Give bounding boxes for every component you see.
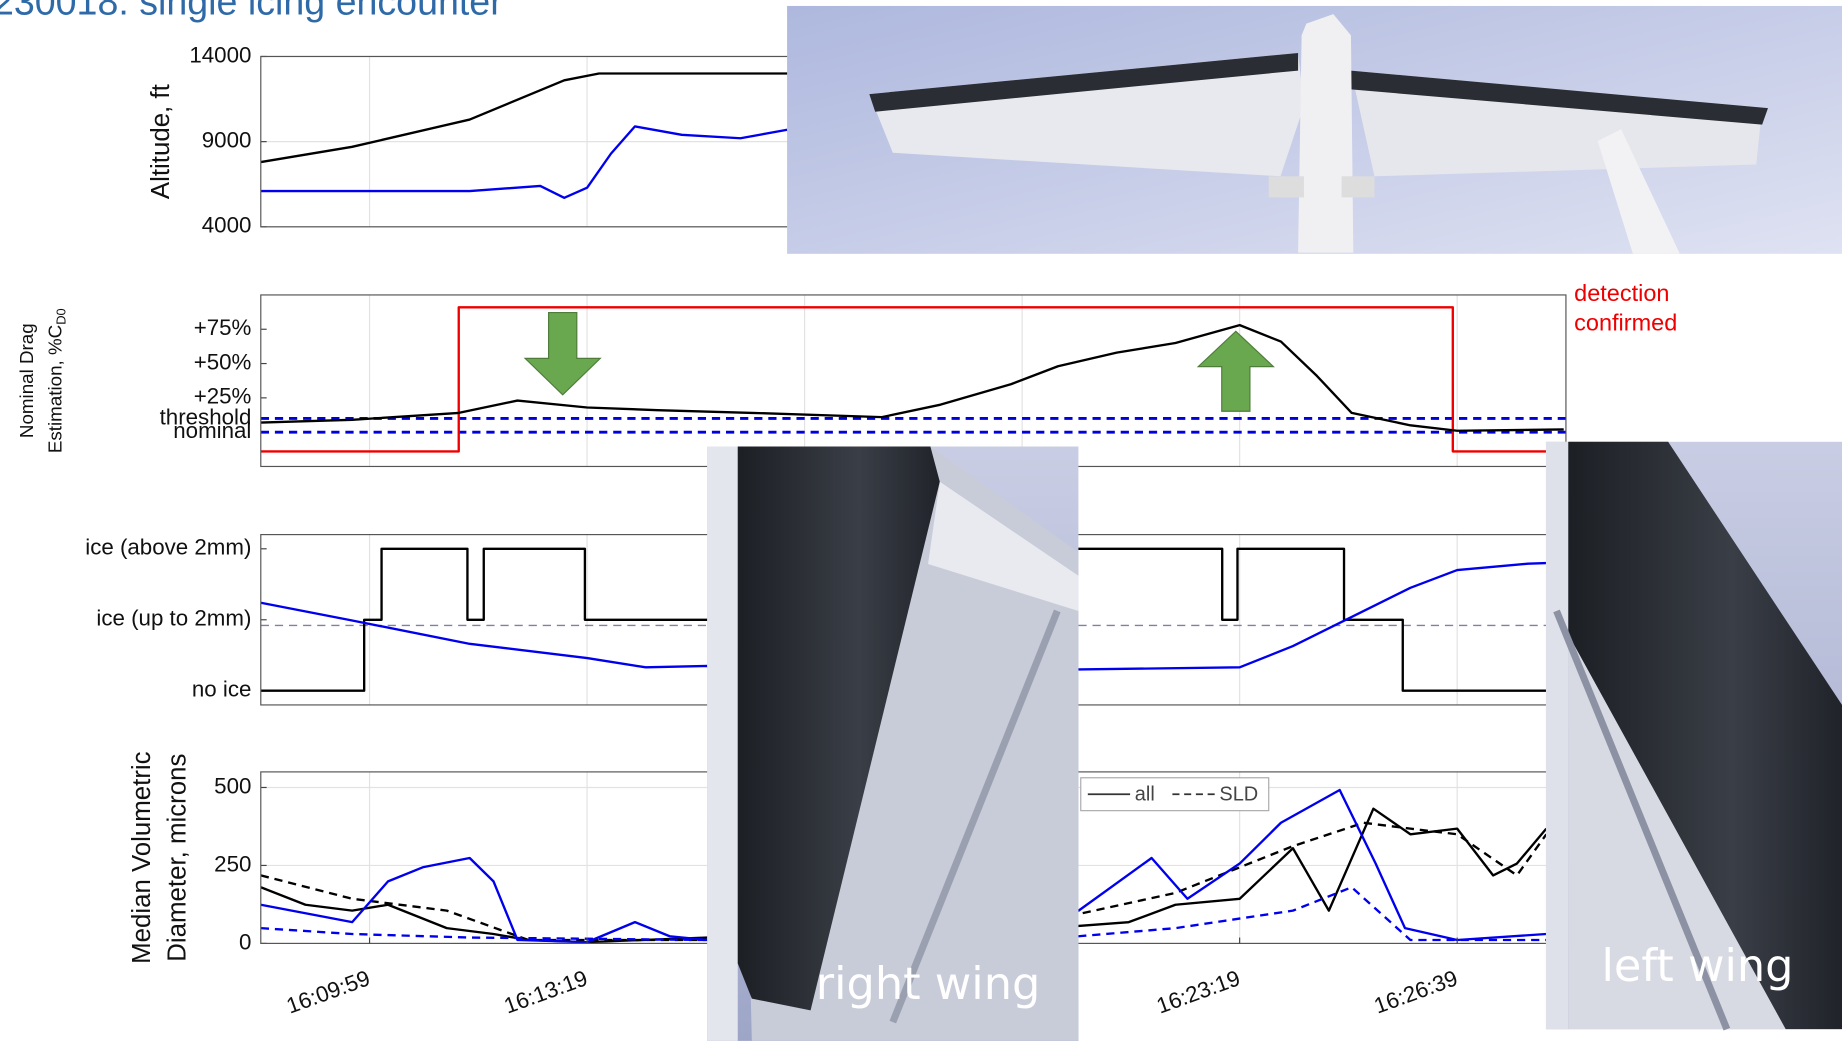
y-axis-label: Diameter, microns [163,754,191,962]
y-tick-label: 0 [239,929,251,954]
y-axis-label-subscript: D0 [54,308,69,325]
y-tick-label: +75% [194,315,252,340]
y-tick-label: no ice [192,677,252,702]
y-tick-label: ice (up to 2mm) [96,606,251,631]
y-tick-label: 9000 [202,128,252,153]
y-axis-label: Altitude, ft [147,84,175,199]
y-tick-label: 500 [214,773,251,798]
y-axis-label: Estimation, %CD0 [44,308,68,453]
slide: 230018: single icing encounter 4000 9000 1… [0,0,1842,1041]
y-axis-label: Median Volumetric [128,751,156,964]
y-tick-label: 4000 [202,213,252,238]
plot-area [261,295,1566,467]
slide-title: 230018: single icing encounter [0,0,503,23]
x-tick-label: 16:26:39 [1371,965,1461,1018]
y-tick-label: +50% [194,349,252,374]
y-tick-label: 250 [214,851,251,876]
y-tick-label: +25% [194,384,252,409]
legend-label: all [1135,784,1155,806]
aircraft-photo [787,6,1842,254]
legend-label: SLD [1219,784,1258,806]
photo-caption: right wing [816,958,1041,1010]
page: {"title": "230018: single icing encounte… [0,0,1842,1041]
left-wing-photo: left wing [1546,442,1842,1029]
legend: all SLD [1081,778,1269,811]
y-tick-label: 14000 [189,42,251,67]
x-tick-label: 16:23:19 [1153,965,1243,1018]
x-tick-label: 16:09:59 [283,965,373,1018]
right-wing-photo: right wing [707,446,1078,1040]
annotation: detection [1574,280,1669,306]
annotation: confirmed [1574,310,1677,336]
photo-caption: left wing [1602,940,1794,992]
x-tick-label: 16:13:19 [501,965,591,1018]
y-axis-label: Nominal Drag [16,323,37,438]
y-tick-label: ice (above 2mm) [85,535,251,560]
